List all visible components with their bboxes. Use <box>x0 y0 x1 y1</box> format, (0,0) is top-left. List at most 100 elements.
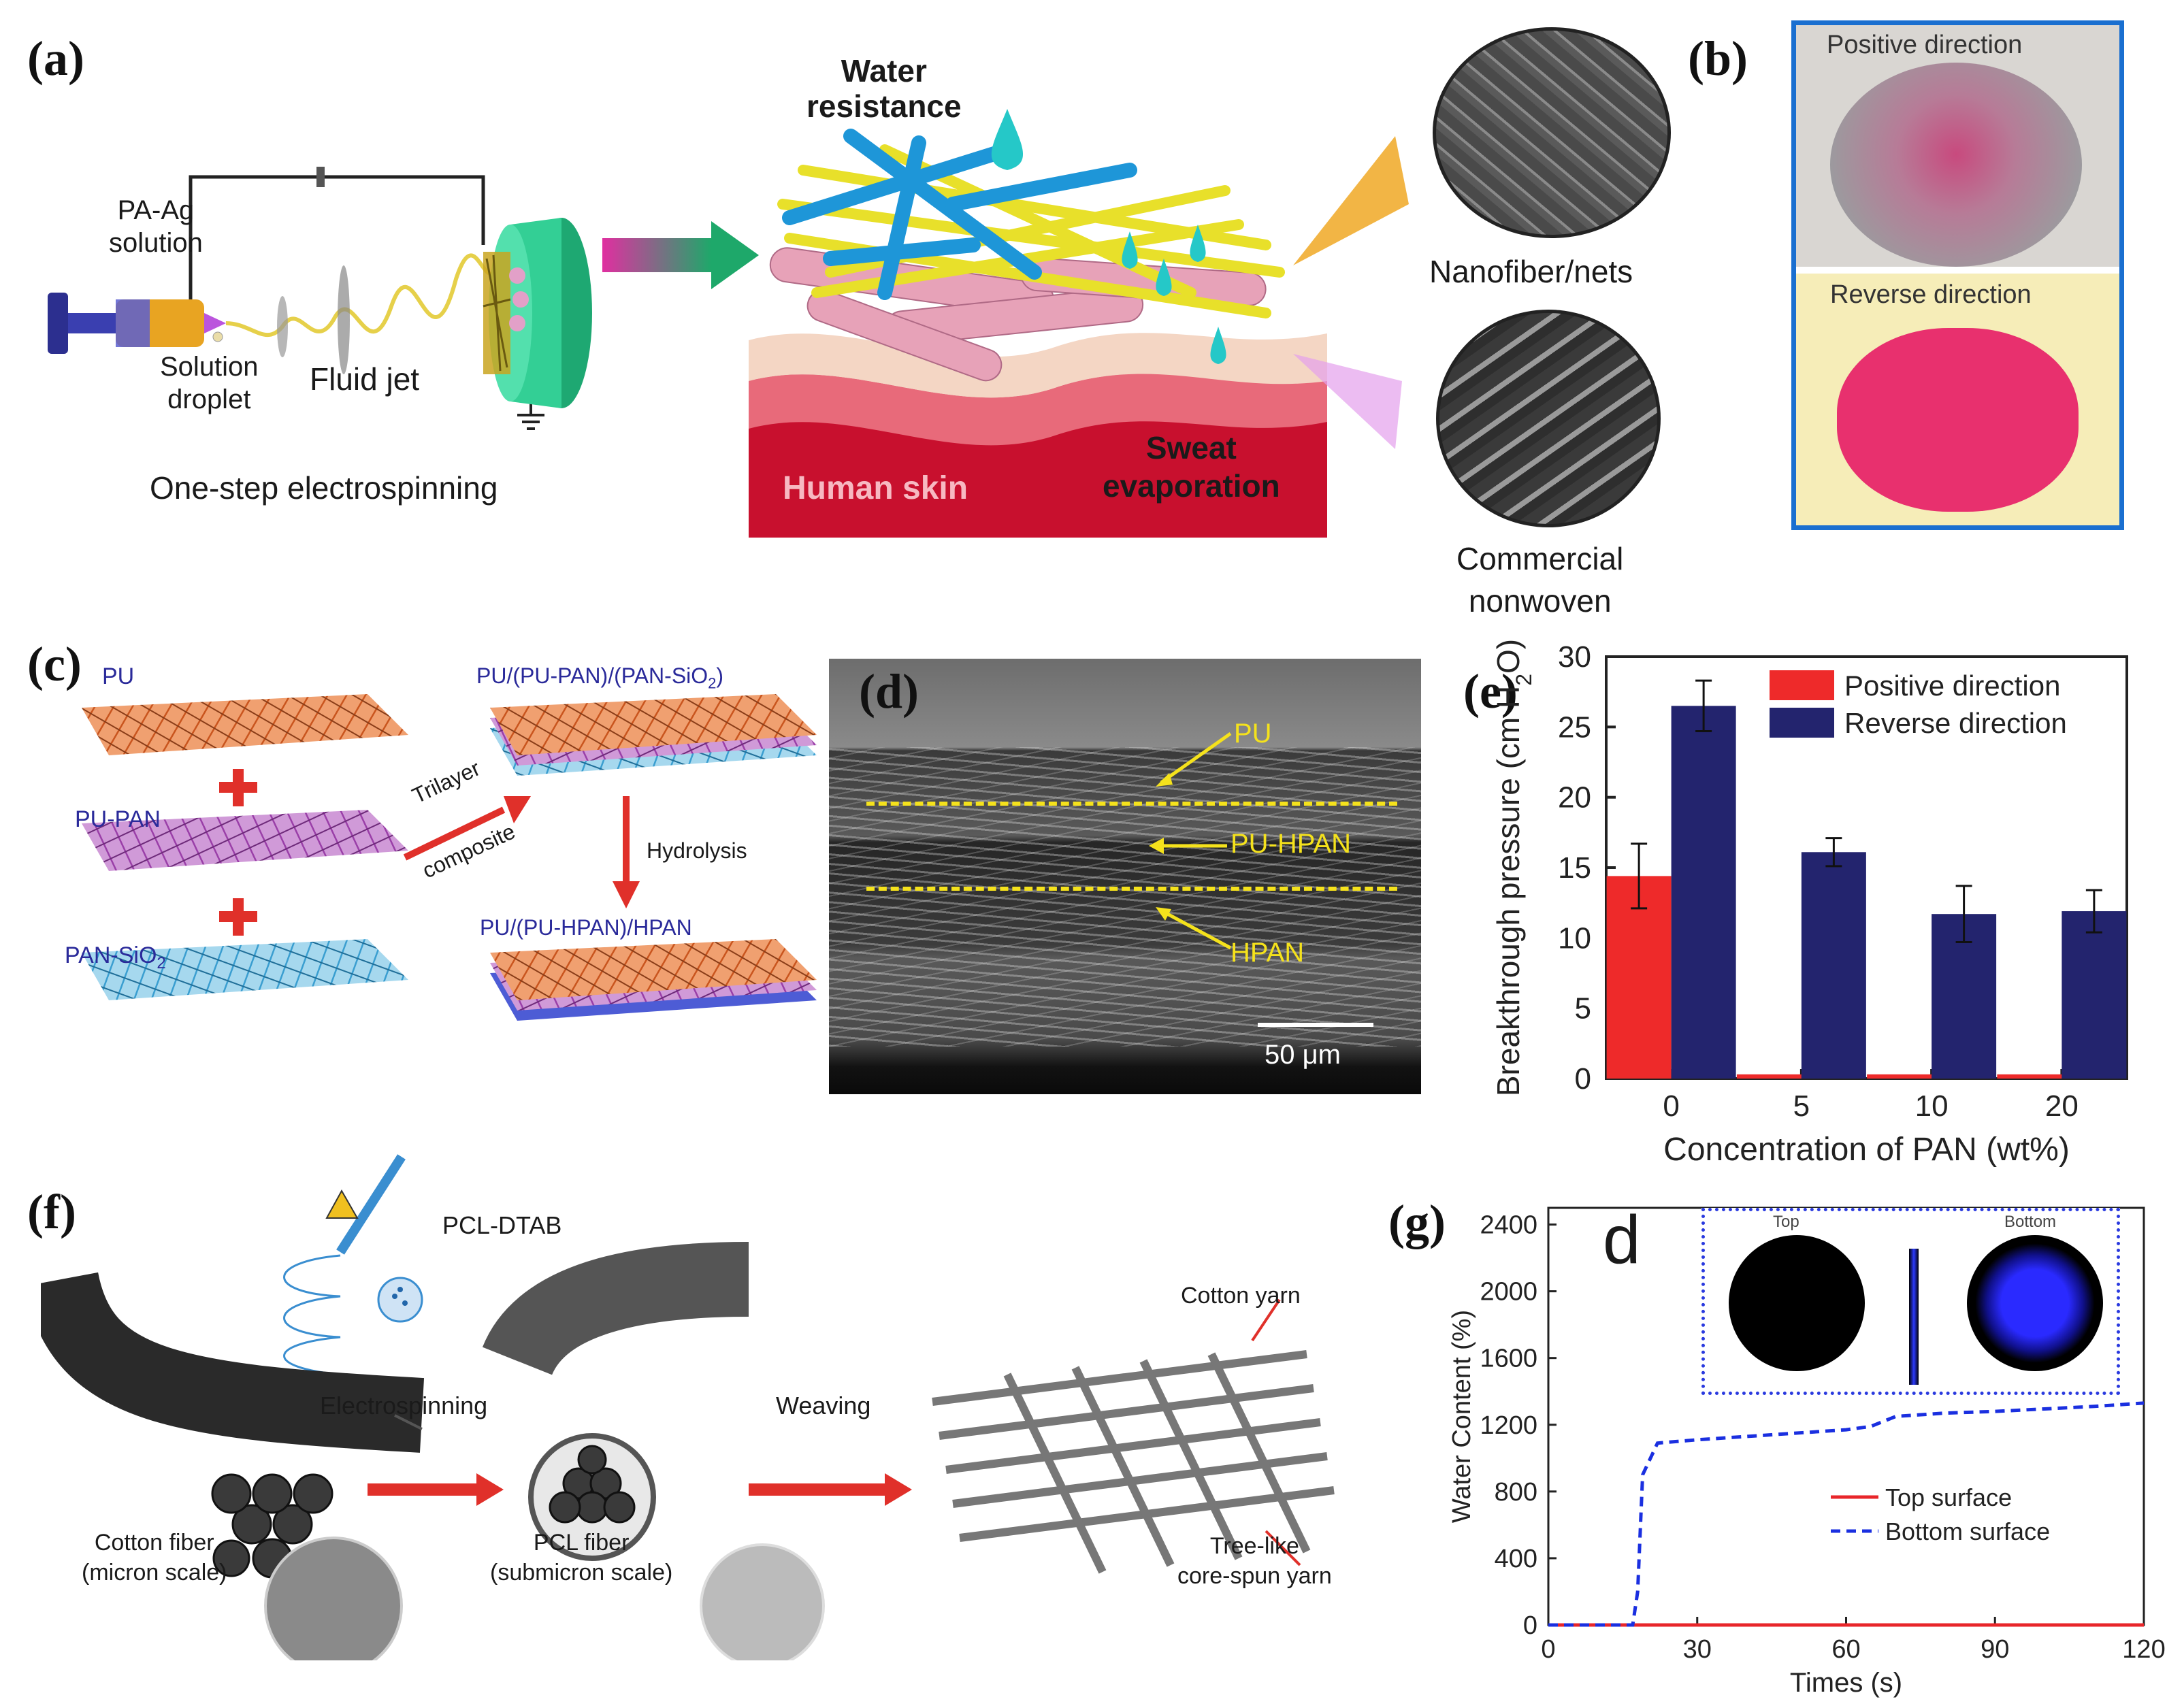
x-tick-label: 120 <box>2122 1635 2165 1664</box>
positive-direction-label: Positive direction <box>1827 31 2023 59</box>
bar-reverse <box>1801 852 1866 1079</box>
bar-positive <box>1736 1074 1802 1079</box>
sweat-evaporation-label: Sweat evaporation <box>1103 430 1280 504</box>
y-tick-label: 1200 <box>1480 1411 1537 1440</box>
top-right-sub: 2 <box>708 674 717 692</box>
hydrolysis-label: Hydrolysis <box>647 838 747 863</box>
core-spun-yarn-schematic <box>41 1154 1335 1660</box>
y-tick-label: 0 <box>1575 1062 1591 1096</box>
fabric-skin-illustration <box>749 109 1327 538</box>
water-resistance-label: Water resistance <box>806 53 962 124</box>
top-surface-droplet <box>1729 1235 1865 1371</box>
panel-d-label: (d) <box>859 664 919 719</box>
x-tick-label: 90 <box>1981 1635 2009 1664</box>
electrospinning-schematic <box>48 167 592 430</box>
layer-pu-hpan-label: PU-HPAN <box>1231 829 1352 859</box>
bar-positive <box>1867 1074 1932 1079</box>
y-tick-label: 800 <box>1495 1478 1537 1507</box>
inset-bottom-label: Bottom <box>2004 1213 2057 1231</box>
trilayer-schematic <box>82 694 817 1021</box>
boundary-line-2 <box>866 887 1397 891</box>
pu-label: PU <box>102 663 135 689</box>
cross-section-bar <box>1909 1249 1919 1385</box>
positive-direction-photo: Positive direction <box>1796 25 2119 267</box>
sem-fiber-texture <box>829 747 1421 1047</box>
inset-letter: d <box>1603 1202 1641 1278</box>
pu-pan-label: PU-PAN <box>75 806 161 832</box>
x-tick-label: 0 <box>1663 1089 1679 1123</box>
y-tick-label: 1600 <box>1480 1345 1537 1373</box>
water-content-chart: 0 400 800 1200 1600 2000 2400 0 30 60 90 120 Top sur… <box>1448 1206 2166 1698</box>
bar-positive <box>1606 876 1672 1079</box>
x-tick-label: 0 <box>1541 1635 1555 1664</box>
legend-label: Reverse direction <box>1844 707 2067 739</box>
x-tick-label: 30 <box>1683 1635 1712 1664</box>
cotton-fiber-label: Cotton fiber (micron scale) <box>82 1530 227 1586</box>
pan-sio2-text: PAN-SiO <box>65 942 157 968</box>
tree-like-yarn-label: Tree-like core-spun yarn <box>1177 1533 1332 1589</box>
sem-magnifier-lines <box>1293 136 1409 449</box>
pan-sio2-label: PAN-SiO2 <box>65 942 166 973</box>
legend-label: Top surface <box>1885 1483 2012 1511</box>
positive-stain <box>1830 63 2082 267</box>
scale-bar-label: 50 μm <box>1265 1040 1341 1070</box>
pcl-fiber-label: PCL fiber (submicron scale) <box>490 1530 673 1586</box>
legend-swatch <box>1770 708 1834 738</box>
bottom-surface-line <box>1548 1401 2145 1627</box>
x-axis-title: Concentration of PAN (wt%) <box>1663 1132 2070 1168</box>
process-arrow <box>602 221 759 289</box>
x-tick-label: 20 <box>2045 1089 2079 1123</box>
human-skin-label: Human skin <box>783 470 968 506</box>
y-axis-title: Water Content (%) <box>1448 1310 1476 1523</box>
top-right-text: PU/(PU-PAN)/(PAN-SiO <box>476 663 708 688</box>
panel-f-label: (f) <box>27 1185 76 1239</box>
bar-reverse <box>2062 911 2127 1079</box>
pa-ag-solution-label: PA-Ag solution <box>109 195 203 258</box>
y-tick-label: 400 <box>1495 1545 1537 1573</box>
cotton-yarn-label: Cotton yarn <box>1181 1283 1301 1309</box>
x-axis-title: Times (s) <box>1790 1668 1902 1698</box>
legend-label: Positive direction <box>1844 670 2060 702</box>
boundary-line-1 <box>866 802 1397 806</box>
pcl-dtab-label: PCL-DTAB <box>442 1211 562 1239</box>
y-tick-label: 10 <box>1558 921 1591 955</box>
y-tick-label: 2400 <box>1480 1211 1537 1240</box>
y-tick-label: 20 <box>1558 781 1591 815</box>
scale-bar <box>1258 1023 1373 1027</box>
sem-nanofiber-image <box>1433 27 1671 238</box>
panel-e-label: (e) <box>1463 664 1518 719</box>
wetting-photo-frame: Positive direction Reverse direction <box>1791 20 2124 530</box>
layer-pu-label: PU <box>1234 719 1272 749</box>
top-right-end: ) <box>716 663 724 688</box>
x-tick-label: 5 <box>1793 1089 1810 1123</box>
reverse-stain <box>1837 328 2079 512</box>
panel-g-label: (g) <box>1388 1195 1446 1249</box>
electrospinning-caption: One-step electrospinning <box>150 470 498 506</box>
reverse-direction-label: Reverse direction <box>1830 280 2032 309</box>
legend-label: Bottom surface <box>1885 1517 2050 1545</box>
weaving-label: Weaving <box>776 1392 871 1419</box>
bar-reverse <box>1671 706 1736 1079</box>
pan-sio2-sub: 2 <box>157 953 166 972</box>
layer-hpan-label: HPAN <box>1231 938 1305 968</box>
electrospinning-label: Electrospinning <box>320 1392 488 1419</box>
panel-a-label: (a) <box>27 31 84 86</box>
y-tick-label: 25 <box>1558 710 1591 744</box>
x-tick-label: 60 <box>1831 1635 1860 1664</box>
solution-droplet-label: Solution droplet <box>160 352 259 414</box>
commercial-nonwoven-label: Commercial nonwoven <box>1456 541 1624 619</box>
sem-cross-section: PU PU-HPAN HPAN 50 μm <box>829 659 1421 1094</box>
bar-positive <box>1997 1074 2062 1079</box>
x-tick-label: 10 <box>1915 1089 1949 1123</box>
y-tick-label: 0 <box>1523 1611 1537 1640</box>
nanofiber-nets-label: Nanofiber/nets <box>1429 254 1633 289</box>
y-tick-label: 15 <box>1558 851 1591 885</box>
y-tick-label: 2000 <box>1480 1278 1537 1307</box>
breakthrough-pressure-chart: 0 5 10 15 20 25 30 0 5 10 20 Positive direction Reve… <box>1490 640 2128 1168</box>
panel-b-label: (b) <box>1688 31 1748 86</box>
y-tick-label: 30 <box>1558 640 1591 674</box>
sem-nonwoven-image <box>1436 310 1661 527</box>
hydrolyzed-composite-name: PU/(PU-HPAN)/HPAN <box>480 915 692 940</box>
trilayer-composite-name: PU/(PU-PAN)/(PAN-SiO2) <box>476 663 723 692</box>
inset-top-label: Top <box>1773 1213 1799 1231</box>
